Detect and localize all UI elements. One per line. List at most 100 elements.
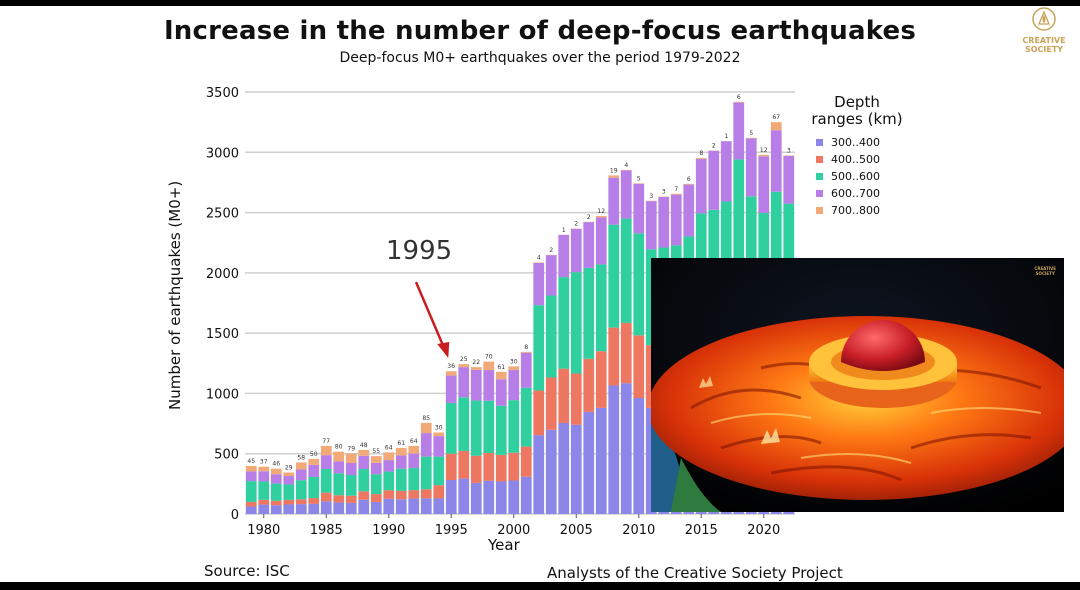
bar-segment	[583, 222, 595, 268]
bar-segment	[745, 137, 757, 139]
bar-top-label: 3	[787, 147, 791, 154]
legend-item: 400..500	[802, 151, 912, 168]
inset-logo-line1: CREATIVE	[1034, 266, 1056, 271]
bar-segment	[583, 411, 595, 514]
y-tick-label: 2500	[206, 207, 239, 222]
legend-title-line2: ranges (km)	[811, 110, 903, 128]
bar-top-label: 4	[537, 254, 541, 261]
bar-top-label: 50	[310, 451, 318, 458]
bar-top-label: 36	[447, 363, 455, 370]
bar-top-label: 5	[749, 130, 753, 137]
bar-top-label: 2	[549, 247, 553, 254]
bar-segment	[620, 170, 632, 219]
bar-segment	[570, 272, 582, 374]
bar-segment	[783, 155, 795, 204]
bar-segment	[520, 387, 532, 447]
bar-segment	[433, 436, 445, 457]
x-tick-label: 2005	[560, 523, 593, 538]
bar-segment	[308, 476, 320, 499]
bar-segment	[408, 490, 420, 499]
bar-segment	[395, 490, 407, 500]
bar-segment	[258, 466, 270, 472]
logo-text-line1: CREATIVE	[1022, 36, 1066, 45]
bar-segment	[733, 159, 745, 334]
bar-top-label: 67	[772, 114, 780, 121]
bar-segment	[395, 468, 407, 491]
legend-swatch	[816, 190, 823, 197]
bar-segment	[645, 201, 657, 250]
bar-segment	[245, 471, 257, 482]
bar-segment	[495, 379, 507, 406]
bar-segment	[583, 358, 595, 412]
legend-item: 700..800	[802, 202, 912, 219]
bar-segment	[470, 369, 482, 401]
bar-top-label: 58	[297, 454, 305, 461]
bar-segment	[245, 466, 257, 472]
bar-segment	[420, 422, 432, 434]
bar-segment	[458, 367, 470, 398]
y-tick-label: 500	[214, 448, 239, 463]
bar-segment	[320, 492, 332, 502]
bar-segment	[333, 461, 345, 474]
bar-segment	[345, 495, 357, 503]
x-tick-label: 1995	[435, 523, 468, 538]
bar-segment	[508, 452, 520, 481]
bar-segment	[508, 400, 520, 453]
bar-segment	[333, 473, 345, 496]
y-axis-label: Number of earthquakes (M0+)	[166, 180, 184, 410]
annotation-label: 1995	[386, 236, 453, 266]
bar-segment	[558, 368, 570, 423]
bar-segment	[270, 505, 282, 514]
bar-segment	[295, 480, 307, 500]
legend: Depth ranges (km) 300..400 400..500 500.…	[802, 94, 912, 219]
bar-segment	[270, 468, 282, 475]
bar-top-label: 12	[597, 208, 605, 215]
bar-segment	[733, 102, 745, 160]
bar-segment	[258, 499, 270, 505]
bar-top-label: 2	[712, 142, 716, 149]
chart-title: Increase in the number of deep-focus ear…	[163, 16, 917, 46]
creative-society-logo: CREATIVE SOCIETY	[1008, 6, 1080, 54]
legend-title-line1: Depth	[834, 93, 880, 111]
bar-segment	[483, 370, 495, 401]
y-tick-label: 1500	[206, 327, 239, 342]
legend-item: 300..400	[802, 134, 912, 151]
bar-segment	[308, 458, 320, 465]
bar-segment	[545, 255, 557, 296]
bar-segment	[258, 481, 270, 500]
bar-segment	[358, 469, 370, 492]
bar-segment	[333, 451, 345, 462]
bar-segment	[383, 460, 395, 472]
bar-segment	[570, 228, 582, 273]
x-tick-label: 1985	[310, 523, 343, 538]
bar-segment	[345, 453, 357, 463]
bar-segment	[420, 456, 432, 490]
bar-top-label: 3	[662, 189, 666, 196]
bar-segment	[370, 501, 382, 514]
y-tick-label: 1000	[206, 387, 239, 402]
bar-segment	[445, 402, 457, 454]
bar-segment	[433, 432, 445, 437]
source-text: Source: ISC	[204, 562, 290, 580]
bar-segment	[683, 184, 695, 237]
bar-segment	[320, 469, 332, 493]
legend-swatch	[816, 156, 823, 163]
credit-text: Analysts of the Creative Society Project	[547, 564, 843, 582]
bar-segment	[245, 506, 257, 514]
annotation-arrow	[414, 281, 445, 347]
bar-top-label: 61	[397, 440, 405, 447]
bar-segment	[308, 464, 320, 477]
bar-segment	[595, 217, 607, 265]
bar-segment	[383, 452, 395, 461]
bar-segment	[483, 361, 495, 371]
bar-segment	[608, 175, 620, 178]
bar-segment	[620, 218, 632, 323]
bar-segment	[633, 183, 645, 184]
bar-segment	[508, 480, 520, 514]
bar-segment	[770, 130, 782, 192]
bar-segment	[420, 433, 432, 457]
x-tick-label: 2015	[685, 523, 718, 538]
bar-segment	[283, 504, 295, 514]
bar-top-label: 1	[562, 227, 566, 234]
bar-segment	[458, 478, 470, 514]
